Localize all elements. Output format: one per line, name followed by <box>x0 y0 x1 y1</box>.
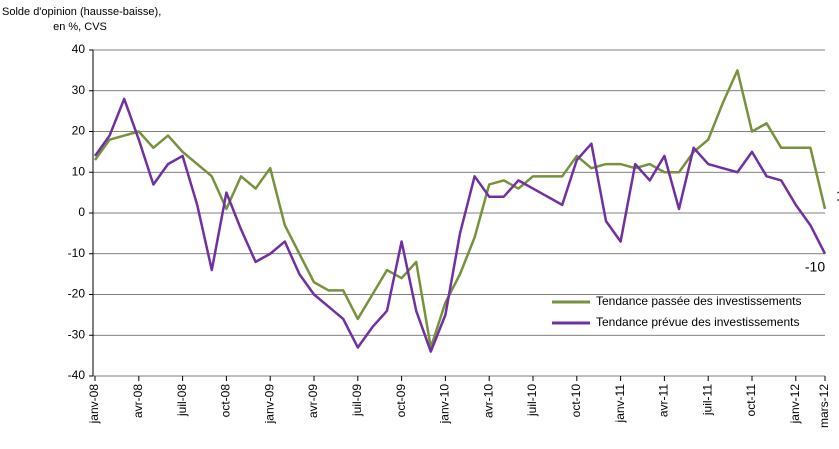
y-tick-label: -40 <box>68 368 86 382</box>
y-tick-label: 40 <box>72 42 86 56</box>
y-tick-label: -20 <box>68 287 86 301</box>
x-tick-label: oct-08 <box>219 384 233 418</box>
y-axis-label: en %, CVS <box>53 21 107 33</box>
y-tick-label: 0 <box>78 205 85 219</box>
x-tick-label: oct-09 <box>394 384 408 418</box>
x-tick-label: avr-11 <box>657 384 671 417</box>
x-tick-label: juil-09 <box>350 384 364 417</box>
data-label: 1 <box>836 188 839 204</box>
y-tick-label: 20 <box>72 124 86 138</box>
legend-label: Tendance prévue des investissements <box>596 315 799 329</box>
y-tick-label: -10 <box>68 246 86 260</box>
y-tick-label: -30 <box>68 327 86 341</box>
x-tick-label: janv-10 <box>438 384 452 425</box>
data-label: -10 <box>805 258 825 274</box>
x-tick-label: oct-11 <box>744 384 758 417</box>
legend-label: Tendance passée des investissements <box>596 294 801 308</box>
x-tick-label: mars-12 <box>817 384 831 428</box>
x-tick-label: janv-11 <box>613 384 627 424</box>
x-tick-label: juil-11 <box>700 384 714 416</box>
y-axis-label: Solde d'opinion (hausse-baisse), <box>2 6 161 18</box>
series-line <box>93 97 827 353</box>
x-tick-label: avr-08 <box>131 384 145 418</box>
x-tick-label: avr-10 <box>481 384 495 418</box>
x-tick-label: juil-10 <box>525 384 539 417</box>
x-tick-label: juil-08 <box>175 384 189 417</box>
x-tick-label: janv-09 <box>262 384 276 425</box>
x-tick-label: avr-09 <box>306 384 320 418</box>
x-tick-label: oct-10 <box>569 384 583 418</box>
x-tick-label: janv-08 <box>87 384 101 425</box>
series-line <box>93 69 827 349</box>
y-tick-label: 10 <box>72 164 86 178</box>
x-tick-label: janv-12 <box>788 384 802 425</box>
y-tick-label: 30 <box>72 83 86 97</box>
